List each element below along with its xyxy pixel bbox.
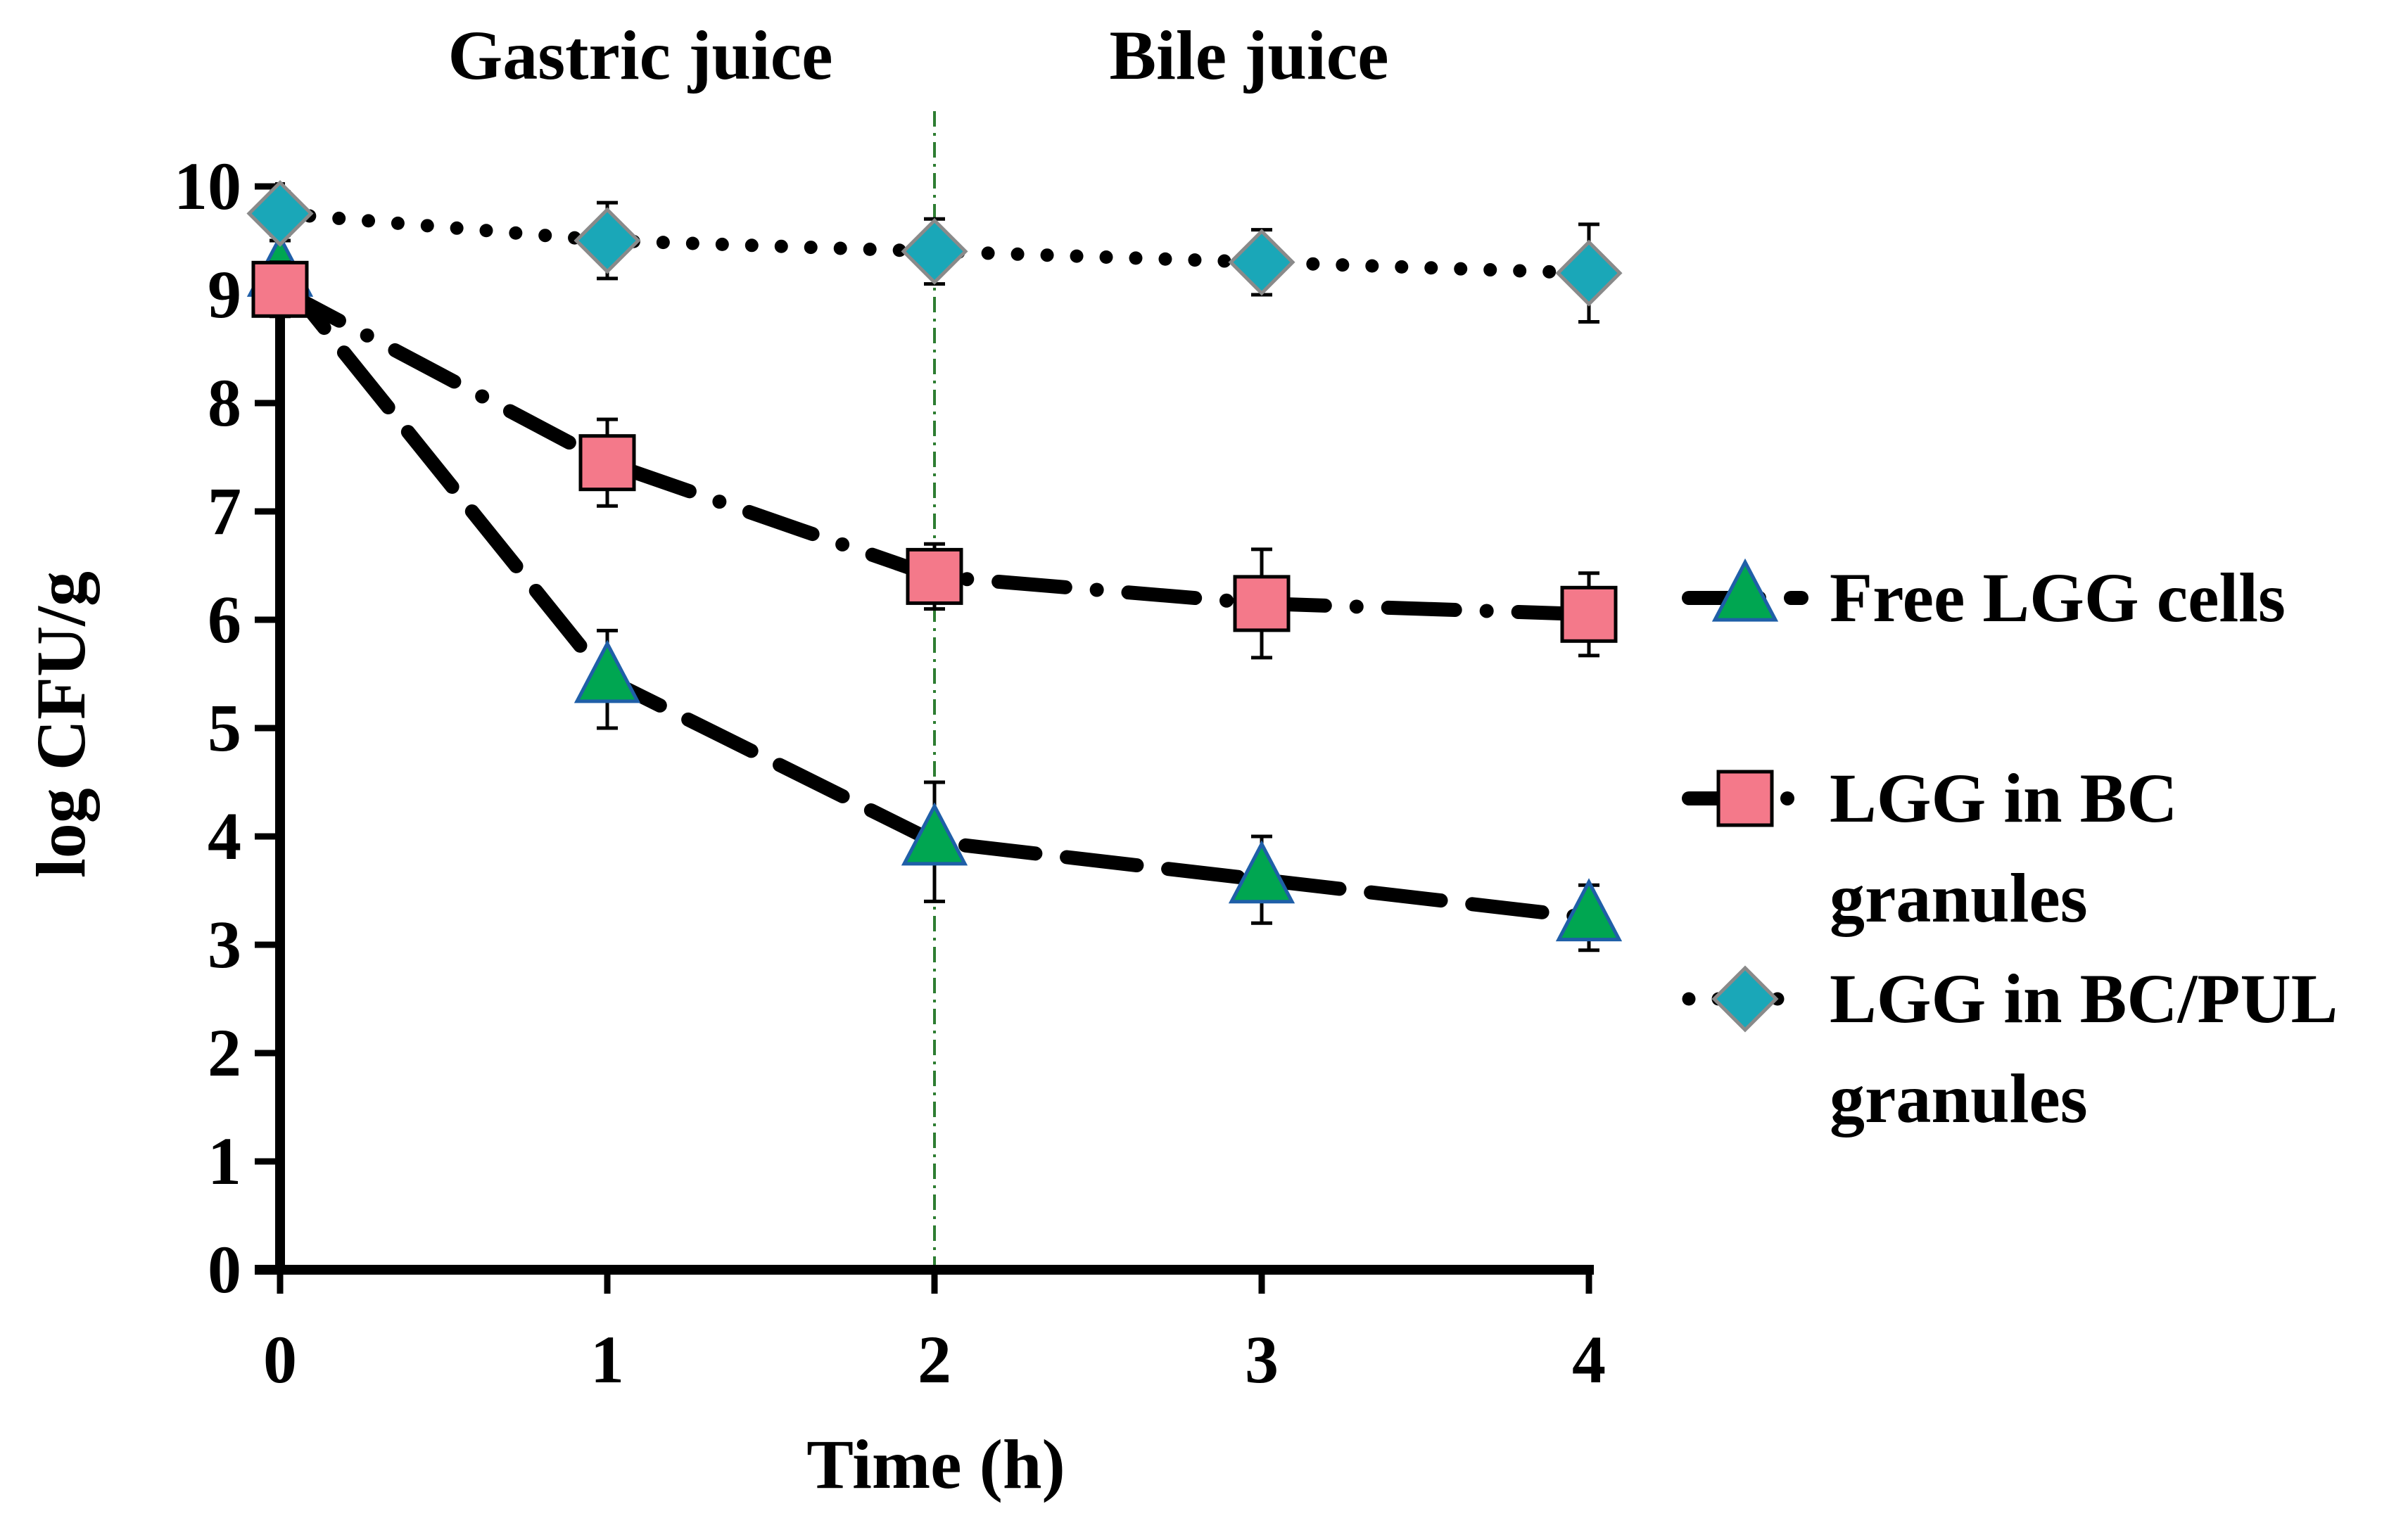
legend-label: granules [1830,859,2088,937]
data-point-square [1560,585,1618,643]
legend-label: Free LGG cells [1830,559,2286,637]
data-point-square [578,434,636,492]
data-point-triangle [1555,878,1623,942]
x-tick-label: 0 [263,1322,297,1397]
y-tick-label: 5 [208,690,241,765]
x-tick-label: 3 [1245,1322,1279,1397]
data-point-diamond [574,207,641,274]
labels-layer: Gastric juice Bile juice Time (h) log CF… [22,16,1389,1503]
data-point-square [1233,575,1291,632]
series-square [251,260,1618,660]
y-tick-label: 10 [174,148,241,224]
data-point-square [251,260,309,318]
y-tick-label: 3 [208,907,241,982]
legend-marker-triangle [1711,558,1779,622]
phase-label-bile: Bile juice [1109,16,1388,94]
series-layer [246,179,1623,952]
legend-item: Free LGG cells [1682,558,2286,637]
data-point-diamond [1228,229,1295,296]
data-point-triangle [901,802,968,866]
axes-layer: 0 1 2 3 4 5 6 7 8 9 10 0 1 2 3 4 [174,148,1606,1397]
legend-label: LGG in BC/PUL [1830,960,2338,1038]
x-axis-title: Time (h) [806,1425,1065,1503]
x-tick-label: 2 [918,1322,951,1397]
data-point-triangle [1228,840,1295,904]
y-tick-label: 6 [208,582,241,657]
data-point-square [906,547,963,605]
y-tick-label: 1 [208,1123,241,1199]
data-point-triangle [574,639,641,703]
legend-marker-diamond [1711,965,1779,1033]
y-tick-label: 9 [208,257,241,332]
y-tick-label: 0 [208,1232,241,1307]
y-tick-label: 7 [208,473,241,549]
x-tick-label: 4 [1572,1322,1606,1397]
data-point-diamond [1555,239,1623,307]
legend-item: LGG in BC/PUL granules [1682,960,2338,1138]
y-axis-title: log CFU/g [22,571,100,878]
legend-item: LGG in BC granules [1682,759,2178,937]
y-tick-label: 4 [208,798,241,874]
legend-label: LGG in BC [1830,759,2178,837]
y-tick-label: 8 [208,365,241,440]
phase-label-gastric: Gastric juice [448,16,832,94]
y-tick-label: 2 [208,1015,241,1090]
x-tick-label: 1 [590,1322,624,1397]
data-point-diamond [901,217,968,285]
legend-label: granules [1830,1059,2088,1138]
data-point-diamond [246,179,314,248]
series-diamond [246,179,1623,324]
legend-marker-square [1716,770,1774,827]
